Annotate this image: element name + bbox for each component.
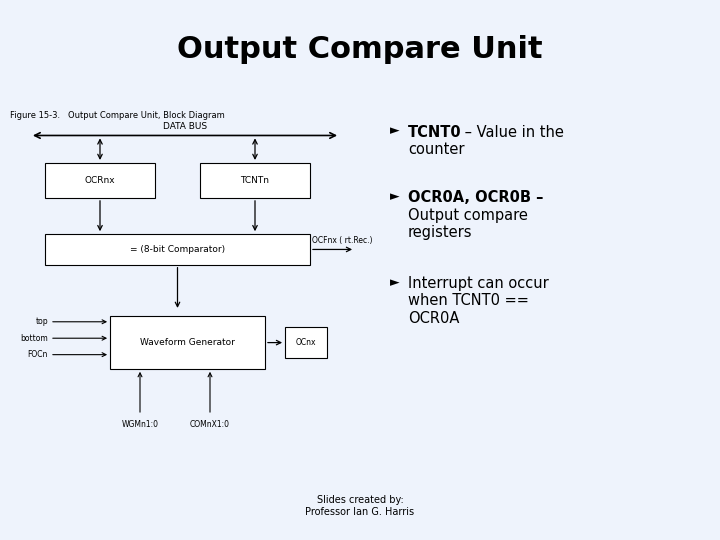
Text: top: top — [35, 318, 48, 326]
Text: OCR0A: OCR0A — [408, 311, 459, 326]
Text: Figure 15-3.   Output Compare Unit, Block Diagram: Figure 15-3. Output Compare Unit, Block … — [10, 111, 225, 120]
Text: OCR0A, OCR0B –: OCR0A, OCR0B – — [408, 190, 544, 205]
FancyBboxPatch shape — [285, 327, 327, 358]
Text: Interrupt can occur: Interrupt can occur — [408, 276, 549, 291]
Text: FOCn: FOCn — [27, 350, 48, 359]
Text: Output Compare Unit: Output Compare Unit — [177, 36, 543, 64]
Text: Slides created by:
Professor Ian G. Harris: Slides created by: Professor Ian G. Harr… — [305, 495, 415, 517]
Text: – Value in the: – Value in the — [460, 125, 564, 139]
Text: OCRnx: OCRnx — [85, 176, 115, 185]
FancyBboxPatch shape — [110, 316, 265, 369]
Text: ►: ► — [390, 125, 400, 138]
Text: counter: counter — [408, 142, 464, 157]
Text: TCNTn: TCNTn — [240, 176, 269, 185]
FancyBboxPatch shape — [45, 234, 310, 265]
FancyBboxPatch shape — [45, 163, 155, 198]
Text: = (8-bit Comparator): = (8-bit Comparator) — [130, 245, 225, 254]
Text: OCFnx ( rt.Rec.): OCFnx ( rt.Rec.) — [312, 236, 372, 245]
Text: bottom: bottom — [20, 334, 48, 343]
Text: DATA BUS: DATA BUS — [163, 122, 207, 131]
FancyBboxPatch shape — [200, 163, 310, 198]
Text: registers: registers — [408, 225, 472, 240]
Text: when TCNT0 ==: when TCNT0 == — [408, 293, 529, 308]
Text: OCnx: OCnx — [296, 338, 316, 347]
Text: Waveform Generator: Waveform Generator — [140, 338, 235, 347]
Text: TCNT0: TCNT0 — [408, 125, 462, 139]
Text: Output compare: Output compare — [408, 208, 528, 223]
Text: WGMn1:0: WGMn1:0 — [122, 421, 158, 429]
Text: ►: ► — [390, 276, 400, 289]
Text: ►: ► — [390, 190, 400, 203]
Text: COMnX1:0: COMnX1:0 — [190, 421, 230, 429]
